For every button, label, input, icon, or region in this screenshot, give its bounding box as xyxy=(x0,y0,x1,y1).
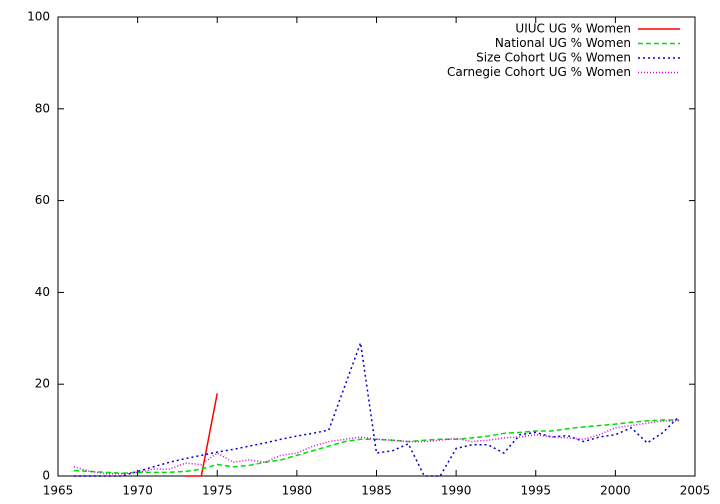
y-tick-label: 80 xyxy=(35,101,50,115)
x-tick-label: 1990 xyxy=(441,484,472,498)
series-line xyxy=(73,342,680,477)
y-tick-label: 20 xyxy=(35,377,50,391)
y-tick-label: 0 xyxy=(42,469,50,483)
y-tick-label: 100 xyxy=(27,10,50,24)
legend-label: Carnegie Cohort UG % Women xyxy=(447,65,631,79)
x-tick-label: 1980 xyxy=(282,484,313,498)
series-line xyxy=(185,393,218,477)
plot-border xyxy=(57,16,696,477)
x-tick-label: 1975 xyxy=(202,484,233,498)
y-tick-label: 60 xyxy=(35,193,50,207)
legend-label: Size Cohort UG % Women xyxy=(476,51,631,65)
x-tick-label: 2000 xyxy=(600,484,631,498)
x-tick-label: 1995 xyxy=(520,484,551,498)
x-tick-label: 1985 xyxy=(361,484,392,498)
x-tick-label: 1965 xyxy=(43,484,74,498)
y-tick-label: 40 xyxy=(35,285,50,299)
legend-label: UIUC UG % Women xyxy=(515,22,631,36)
x-tick-label: 1970 xyxy=(122,484,153,498)
series-line xyxy=(73,419,680,474)
series-line xyxy=(73,420,680,475)
legend-label: National UG % Women xyxy=(495,36,631,50)
x-tick-label: 2005 xyxy=(680,484,711,498)
